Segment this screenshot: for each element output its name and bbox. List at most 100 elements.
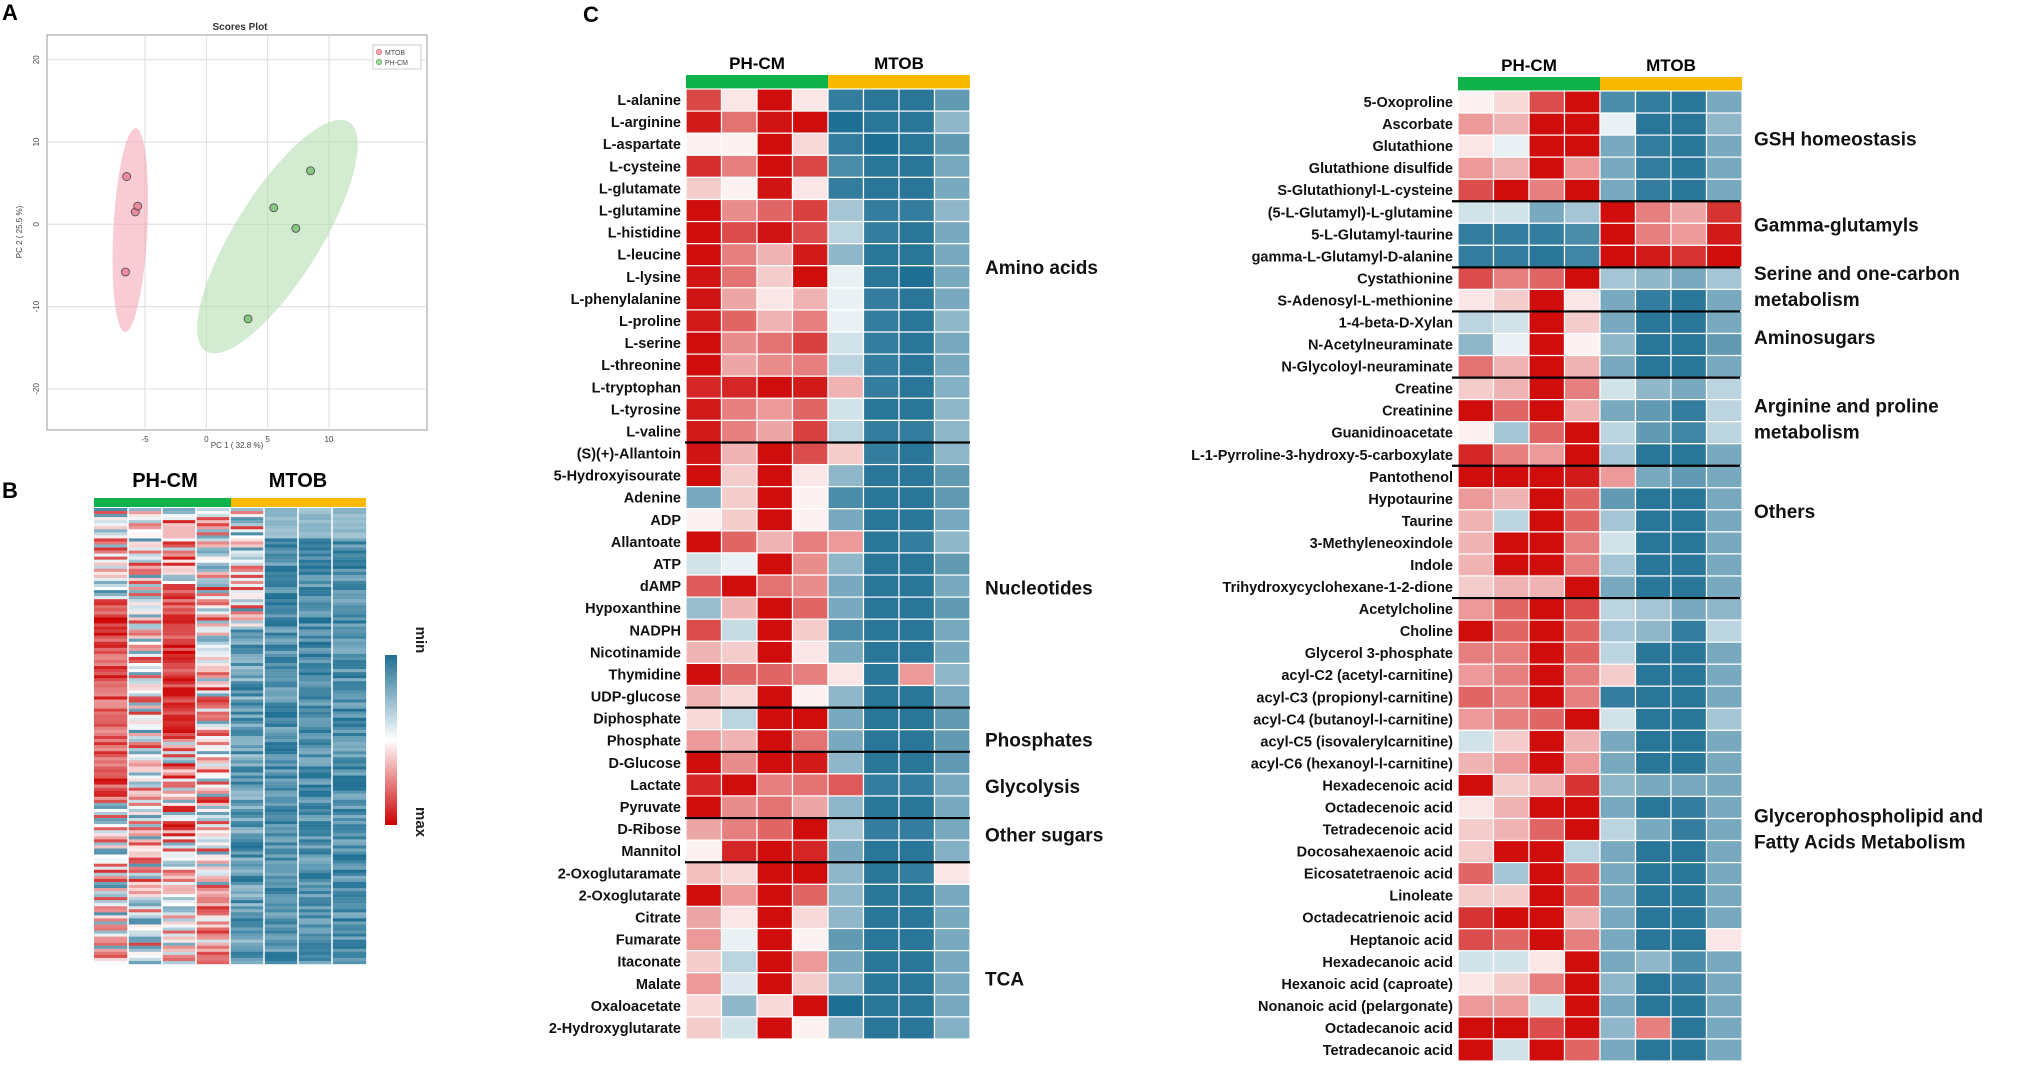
overview-cell — [196, 656, 231, 661]
ph-cm-point — [243, 314, 253, 324]
overview-cell — [332, 693, 367, 697]
heatmap-cell — [720, 1016, 758, 1040]
heatmap-cell — [1599, 266, 1637, 291]
heatmap-cell — [685, 574, 723, 598]
heatmap-cell — [685, 640, 723, 665]
heatmap-cell — [1492, 90, 1530, 114]
heatmap-cell — [791, 729, 829, 753]
heatmap-cell — [898, 220, 936, 245]
overview-cell — [264, 848, 299, 852]
group-label-ph-cm: PH-CM — [729, 54, 785, 73]
overview-cell — [128, 815, 163, 819]
overview-cell — [196, 517, 231, 521]
overview-cell — [332, 954, 367, 959]
heatmap-cell — [1670, 817, 1708, 842]
heatmap-cell — [1563, 487, 1601, 511]
overview-cell — [196, 587, 231, 591]
heatmap-cell — [1563, 795, 1601, 820]
overview-cell — [332, 568, 367, 573]
overview-cell — [264, 812, 299, 816]
overview-cell — [230, 611, 265, 615]
overview-cell — [230, 681, 265, 685]
heatmap-cell — [1705, 906, 1743, 930]
overview-cell — [128, 720, 163, 725]
overview-cell — [94, 909, 129, 913]
heatmap-cell — [1599, 884, 1637, 908]
overview-cell — [128, 687, 163, 691]
overview-cell — [264, 577, 299, 582]
overview-cell — [264, 742, 299, 746]
overview-cell — [298, 538, 333, 542]
heatmap-cell — [1634, 663, 1672, 687]
heatmap-cell — [1705, 531, 1743, 555]
overview-cell — [162, 690, 197, 694]
heatmap-cell — [1705, 266, 1743, 291]
overview-cell — [298, 681, 333, 685]
overview-cell — [230, 626, 265, 630]
heatmap-cell — [1457, 751, 1495, 776]
overview-cell — [162, 821, 197, 825]
heatmap-cell — [1705, 685, 1743, 709]
overview-cell — [298, 732, 333, 737]
heatmap-cell — [933, 684, 971, 709]
overview-cell — [94, 836, 129, 840]
overview-cell — [94, 684, 129, 688]
overview-cell — [196, 666, 231, 670]
overview-cell — [196, 571, 231, 576]
heatmap-cell — [933, 331, 971, 355]
heatmap-cell — [791, 861, 829, 885]
heatmap-cell — [1457, 906, 1495, 930]
overview-cell — [196, 684, 231, 688]
overview-cell — [230, 647, 265, 652]
overview-cell — [196, 927, 231, 931]
overview-cell — [162, 647, 197, 652]
heatmap-cell — [827, 1016, 865, 1040]
heatmap-cell — [1634, 376, 1672, 401]
overview-cell — [298, 894, 333, 898]
heatmap-cell — [1634, 950, 1672, 974]
overview-cell — [162, 936, 197, 940]
heatmap-cell — [862, 773, 900, 797]
overview-heatmap: PH-CM MTOB min max — [94, 470, 429, 965]
overview-cell — [162, 699, 197, 703]
overview-cell — [230, 736, 265, 740]
row-label: Heptanoic acid — [1350, 933, 1453, 949]
overview-cell — [264, 623, 299, 627]
overview-cell — [230, 666, 265, 670]
overview-cell — [298, 854, 333, 858]
heatmap-cell — [1599, 222, 1637, 246]
overview-cell — [128, 617, 163, 621]
overview-cell — [162, 653, 197, 658]
heatmap-cell — [1634, 222, 1672, 246]
overview-cell — [298, 872, 333, 877]
overview-cell — [196, 787, 231, 791]
overview-cell — [298, 878, 333, 883]
overview-cell — [264, 678, 299, 682]
overview-cell — [196, 696, 231, 700]
overview-cell — [128, 778, 163, 782]
heatmap-cell — [1634, 575, 1672, 599]
heatmap-cell — [720, 596, 758, 620]
overview-cell — [298, 511, 333, 515]
overview-cell — [298, 924, 333, 928]
overview-cell — [298, 596, 333, 600]
heatmap-cell — [685, 751, 723, 775]
heatmap-cell — [933, 950, 971, 974]
heatmap-cell — [791, 110, 829, 134]
heatmap-cell — [1563, 1038, 1601, 1062]
overview-cell — [94, 954, 129, 959]
row-label: acyl-C4 (butanoyl-l-carnitine) — [1253, 712, 1453, 728]
heatmap-cell — [1492, 421, 1530, 445]
heatmap-cell — [756, 994, 794, 1018]
heatmap-cell — [1528, 399, 1566, 423]
row-label: Nonanoic acid (pelargonate) — [1258, 999, 1453, 1015]
heatmap-cell — [791, 287, 829, 311]
overview-cell — [264, 815, 299, 819]
overview-cell — [298, 790, 333, 794]
color-scale-min: min — [412, 627, 429, 654]
overview-cell — [230, 945, 265, 949]
overview-cell — [264, 772, 299, 776]
heatmap-cell — [756, 861, 794, 885]
group-bar-ph-cm — [1458, 77, 1600, 91]
heatmap-cell — [1670, 773, 1708, 798]
